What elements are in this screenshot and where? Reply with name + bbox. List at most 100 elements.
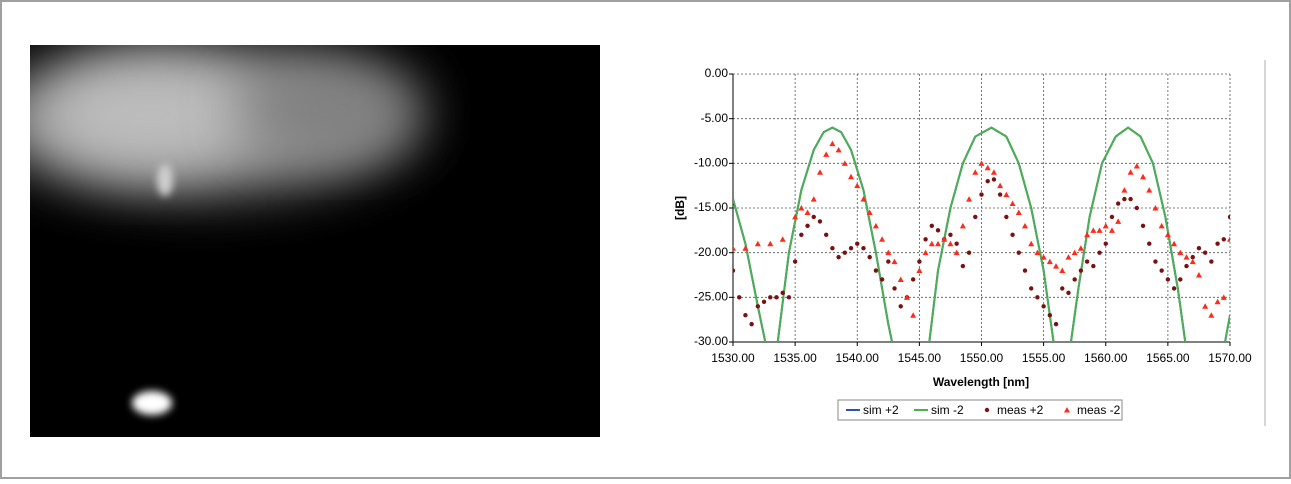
data-point [767,240,774,247]
data-point [1153,259,1158,264]
x-axis-title: Wavelength [nm] [933,375,1029,389]
data-point [984,164,991,171]
data-point [780,290,785,296]
data-point [848,173,855,180]
data-point [1122,196,1127,202]
data-point [836,254,841,260]
data-point [1022,268,1028,273]
x-tick-label: 1565.00 [1146,351,1190,365]
data-point [854,182,861,189]
data-point [1134,205,1140,211]
data-point [768,295,773,300]
data-point [1028,240,1035,247]
data-point [892,286,897,291]
y-tick-label: -20.00 [694,245,728,259]
data-point [960,263,966,269]
data-point [885,249,892,256]
data-point [948,232,953,237]
data-point [997,182,1004,189]
x-tick-label: 1560.00 [1084,351,1128,365]
data-point [1060,286,1065,291]
data-point [953,249,960,256]
data-point [928,240,935,247]
data-point [1208,312,1215,318]
data-point [1034,249,1041,256]
legend-box [837,399,1123,421]
y-tick-label: -25.00 [694,290,728,304]
data-point [792,259,798,264]
data-point [1140,173,1147,180]
data-point [1009,200,1016,207]
data-point [873,268,879,273]
data-point [1215,241,1220,246]
data-point [1165,277,1171,282]
data-point [1065,254,1072,260]
y-axis-title: [dB] [673,196,687,220]
data-point [786,295,792,300]
data-point [810,196,817,202]
data-point [743,313,748,318]
data-point [761,299,767,304]
legend-swatch [984,407,990,413]
data-point [922,249,929,256]
legend-label: meas +2 [997,403,1044,417]
data-point [935,228,941,233]
data-point [861,246,866,251]
data-point [866,209,873,215]
data-point [1015,209,1022,215]
data-point [779,236,786,242]
data-point [985,179,990,184]
data-point [1127,169,1134,175]
data-point [910,312,917,318]
data-point [997,192,1003,197]
data-point [973,214,978,220]
y-tick-label: -10.00 [694,156,728,170]
x-tick-label: 1555.00 [1022,351,1066,365]
data-point [886,259,891,264]
data-point [1103,241,1108,246]
data-point [1227,236,1230,242]
data-point [1029,286,1034,291]
data-point [1164,231,1171,238]
data-point [1053,263,1060,269]
data-point [1004,214,1009,220]
data-point [792,213,799,220]
data-point [935,240,942,247]
data-point [1220,294,1227,300]
data-point [1091,263,1096,269]
data-point [959,222,966,229]
data-point [1146,187,1153,193]
data-point [954,241,959,246]
data-point [1084,259,1090,264]
data-point [1171,240,1178,247]
data-point [1115,201,1121,206]
data-point [817,219,823,224]
data-point [1183,254,1190,260]
data-point [816,169,823,175]
data-point [1047,313,1053,318]
x-tick-label: 1545.00 [898,351,942,365]
data-point [929,223,934,229]
y-tick-label: 0.00 [705,66,729,80]
data-point [1035,295,1040,300]
data-point [835,146,842,153]
data-point [1053,321,1059,327]
data-point [848,246,854,251]
data-point [1196,246,1202,251]
data-point [979,192,984,197]
legend-label: sim +2 [863,403,899,417]
y-tick-label: -30.00 [694,334,728,348]
data-point [1109,214,1115,220]
data-point [897,276,904,282]
data-point [879,277,885,282]
data-point [1214,298,1221,305]
data-point [1108,227,1115,233]
data-point [1202,303,1209,309]
data-point [941,236,948,242]
data-point [1077,245,1084,251]
data-point [1221,237,1226,242]
data-point [1147,241,1152,246]
data-point [1159,268,1164,273]
data-point [1041,304,1046,309]
data-point [1071,249,1078,256]
